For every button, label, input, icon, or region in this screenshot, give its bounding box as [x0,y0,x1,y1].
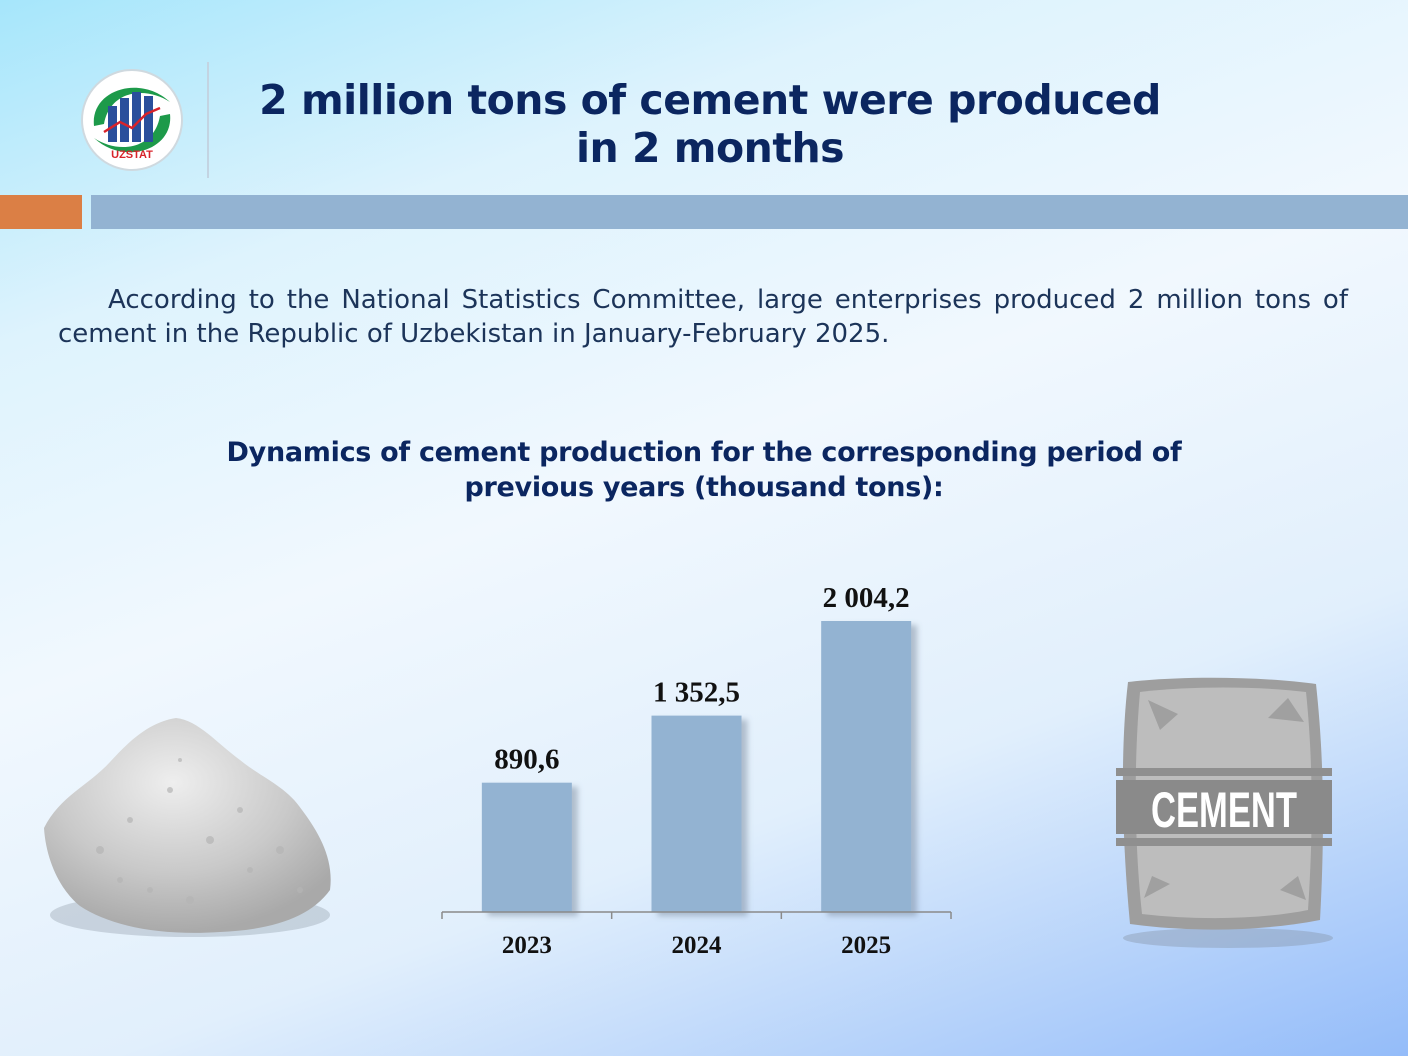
chart-heading-line-1: Dynamics of cement production for the co… [226,437,1182,468]
category-label-2025: 2025 [841,932,891,959]
cement-pile-image [44,718,331,937]
category-label-2024: 2024 [672,932,723,959]
bar-2025 [821,621,912,912]
intro-paragraph: According to the National Statistics Com… [58,285,1348,349]
value-label-2025: 2 004,2 [823,582,910,614]
header-divider [207,62,209,178]
bag-label: CEMENT [1151,782,1297,838]
value-label-2023: 890,6 [494,744,559,776]
accent-bar-orange [0,195,82,229]
category-label-2023: 2023 [502,932,552,959]
page-title: 2 million tons of cement were produced i… [230,76,1190,172]
accent-bar-blue [91,195,1408,229]
value-label-2024: 1 352,5 [653,677,740,709]
bar-2023 [481,782,572,912]
svg-text:UZSTAT: UZSTAT [111,149,153,161]
bar-2024 [651,715,742,912]
title-line-1: 2 million tons of cement were produced [259,76,1161,124]
chart-heading-line-2: previous years (thousand tons): [464,472,944,503]
uzstat-logo: UZSTAT [81,69,183,171]
cement-production-chart: 890,6 2023 1 352,5 2024 2 004,2 2025 [441,582,952,959]
cement-bag-image: CEMENT [1116,677,1333,948]
title-line-2: in 2 months [575,124,845,172]
chart-heading: Dynamics of cement production for the co… [154,435,1254,505]
